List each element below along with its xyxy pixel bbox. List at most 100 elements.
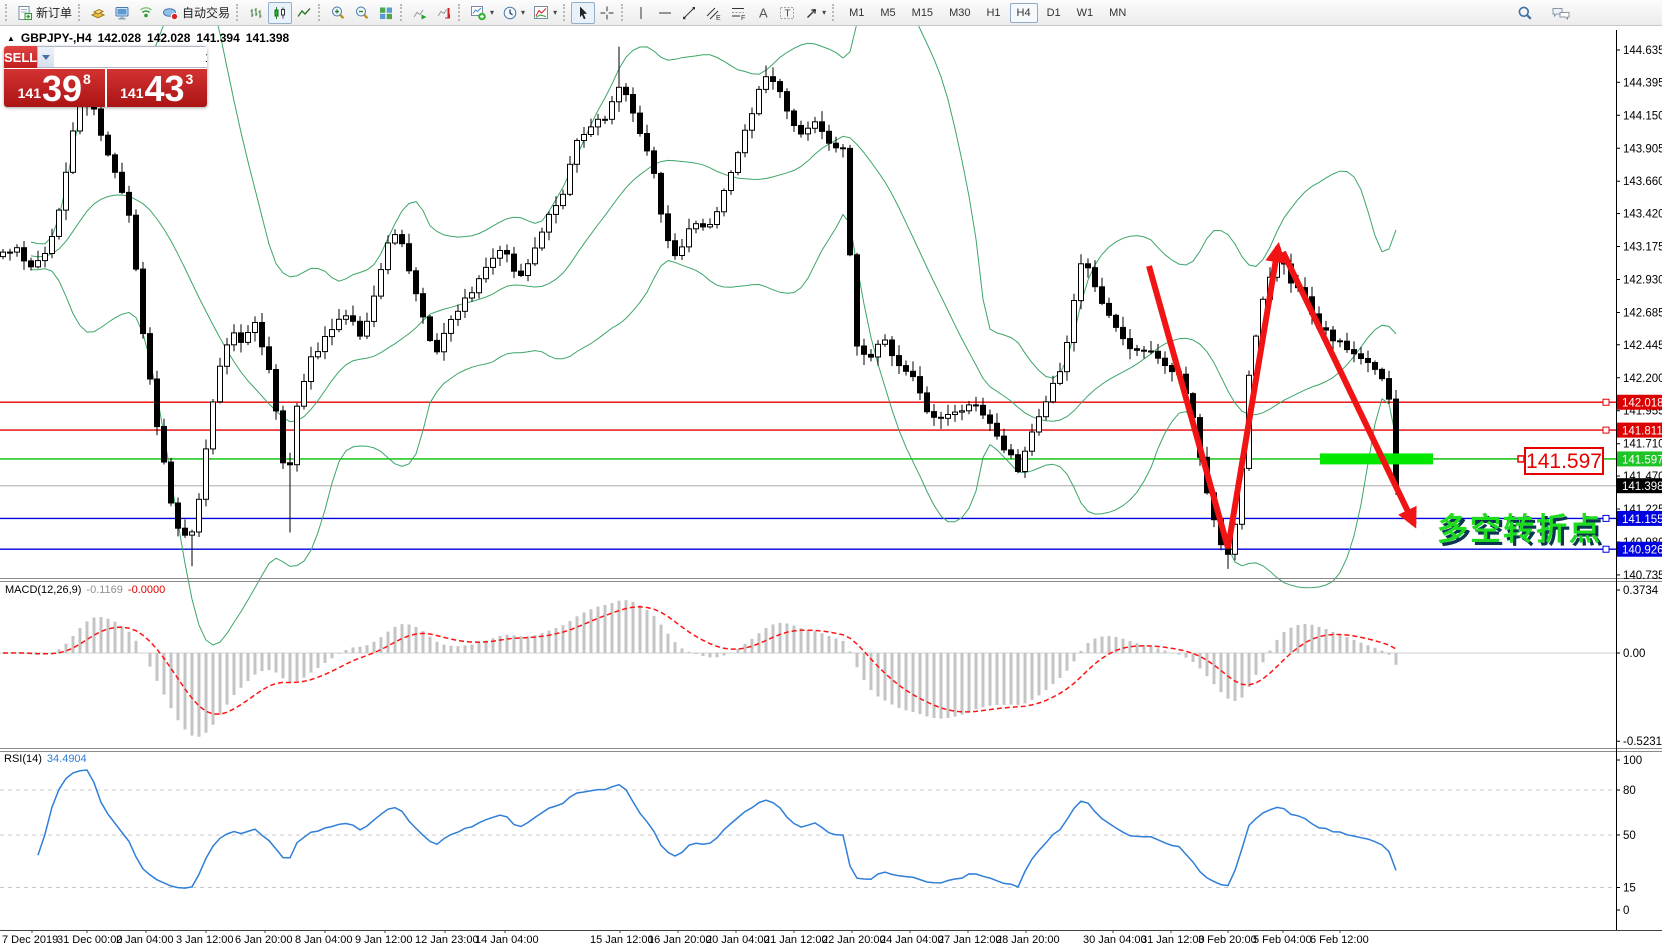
timeframe-button-m15[interactable]: M15: [905, 3, 940, 23]
line-anchor-square: [1602, 545, 1610, 553]
chart-canvas[interactable]: 141.597多空转折点多空转折点144.635144.395144.15014…: [0, 26, 1662, 947]
candle-body: [35, 260, 41, 268]
zoom-in-button[interactable]: [326, 2, 350, 24]
timeframe-button-h1[interactable]: H1: [979, 3, 1007, 23]
indicators-button[interactable]: ▾: [529, 2, 561, 24]
candle-body: [1036, 416, 1042, 433]
candle-body: [609, 101, 615, 120]
volume-input[interactable]: [54, 47, 207, 67]
candle-body: [903, 365, 909, 372]
price-axis-label: 144.150: [1623, 110, 1662, 122]
candle-body: [252, 322, 258, 333]
horizontal-line-button[interactable]: [653, 2, 677, 24]
market-button[interactable]: [86, 2, 110, 24]
buy-price-button[interactable]: 141 43 3: [106, 68, 207, 107]
chat-button[interactable]: [1547, 2, 1575, 24]
candle-body: [805, 127, 811, 135]
arrows-button[interactable]: ▾: [800, 2, 830, 24]
equidistant-channel-button[interactable]: E: [701, 2, 726, 24]
bar-chart-button[interactable]: [244, 2, 268, 24]
candlestick-chart-button[interactable]: [268, 1, 293, 24]
rsi-name: RSI(14): [4, 753, 42, 765]
candle-body: [448, 319, 454, 334]
search-button[interactable]: [1513, 2, 1537, 24]
price-axis-label: 142.445: [1623, 340, 1662, 352]
sell-button[interactable]: SELL: [4, 46, 38, 68]
buy-price-sup: 3: [185, 71, 194, 87]
candle-body: [364, 320, 370, 337]
zoom-out-icon: [356, 6, 369, 19]
candle-body: [658, 172, 664, 215]
price-tag-text: 141.811: [1622, 426, 1662, 438]
buy-price-big: 43: [144, 68, 185, 107]
signals-radar-icon: [140, 6, 152, 17]
price-axis-label: 142.200: [1623, 373, 1662, 385]
price-axis-label: 141.710: [1623, 439, 1662, 451]
text-label-button[interactable]: T: [775, 2, 800, 24]
tile-windows-button[interactable]: [374, 2, 398, 24]
candle-body: [105, 134, 111, 156]
chart-shift-button[interactable]: [432, 2, 456, 24]
time-axis-label: 6 Jan 20:00: [235, 934, 293, 946]
auto-scroll-button[interactable]: [408, 2, 432, 24]
highlight-bar[interactable]: [1320, 453, 1433, 465]
periods-button[interactable]: ▾: [498, 2, 529, 24]
candle-body: [1337, 340, 1343, 343]
candle-body: [1022, 450, 1028, 473]
candle-body: [420, 293, 426, 318]
timeframe-button-m5[interactable]: M5: [873, 3, 902, 23]
timeframe-button-m1[interactable]: M1: [842, 3, 871, 23]
zoom-out-button[interactable]: [350, 2, 374, 24]
toolbar-grip: [621, 4, 625, 21]
timeframe-button-d1[interactable]: D1: [1040, 3, 1068, 23]
candle-body: [371, 295, 377, 322]
price-tag-text: 140.926: [1622, 545, 1662, 557]
trendline-icon: [683, 6, 696, 19]
candle-body: [777, 81, 783, 93]
timeframe-button-h4[interactable]: H4: [1009, 2, 1038, 23]
new-order-button[interactable]: 新订单: [13, 2, 76, 24]
candle-body: [462, 297, 468, 312]
trend-arrow-2[interactable]: [1280, 250, 1417, 529]
price-callout-box[interactable]: [1524, 447, 1604, 475]
channel-icon: E: [706, 7, 721, 21]
volume-control: [37, 46, 207, 68]
candle-body: [315, 351, 321, 358]
candle-body: [7, 251, 13, 254]
horizontal-line-icon: [659, 12, 672, 13]
sell-price-big: 39: [42, 68, 83, 107]
candle-body: [882, 339, 888, 345]
fibonacci-button[interactable]: F: [726, 2, 751, 24]
timeframe-button-m30[interactable]: M30: [942, 3, 977, 23]
panel-toggle-triangle-icon[interactable]: ▲: [7, 33, 15, 43]
candle-body: [952, 411, 958, 416]
candle-body: [203, 448, 209, 500]
time-axis-label: 14 Jan 04:00: [475, 934, 539, 946]
cursor-button[interactable]: [571, 1, 596, 24]
macd-name: MACD(12,26,9): [5, 584, 82, 596]
autotrading-button[interactable]: 自动交易: [158, 2, 234, 24]
new-chart-button[interactable]: ▾: [466, 2, 498, 24]
sell-price-button[interactable]: 141 39 8: [4, 69, 105, 107]
signals-button[interactable]: [134, 2, 158, 24]
candle-body: [133, 214, 139, 270]
candle-body: [301, 381, 307, 407]
candle-body: [280, 410, 286, 464]
crosshair-button[interactable]: [595, 2, 619, 24]
line-chart-button[interactable]: [292, 2, 316, 24]
vertical-line-button[interactable]: [629, 2, 653, 24]
volume-decrease-button[interactable]: [38, 47, 55, 67]
callout-anchor[interactable]: [1517, 455, 1525, 463]
metaeditor-button[interactable]: [110, 2, 134, 24]
text-button[interactable]: A: [751, 2, 775, 24]
trendline-button[interactable]: [677, 2, 701, 24]
trend-arrow-1[interactable]: [1146, 241, 1286, 549]
price-axis-label: 140.735: [1623, 570, 1662, 582]
candle-body: [1050, 382, 1056, 403]
timeframe-button-w1[interactable]: W1: [1070, 3, 1101, 23]
time-axis-label: 3 Jan 12:00: [176, 934, 234, 946]
candle-body: [637, 112, 643, 134]
annotation-text[interactable]: 多空转折点: [1437, 512, 1602, 547]
candle-body: [1386, 378, 1392, 400]
timeframe-button-mn[interactable]: MN: [1102, 3, 1133, 23]
